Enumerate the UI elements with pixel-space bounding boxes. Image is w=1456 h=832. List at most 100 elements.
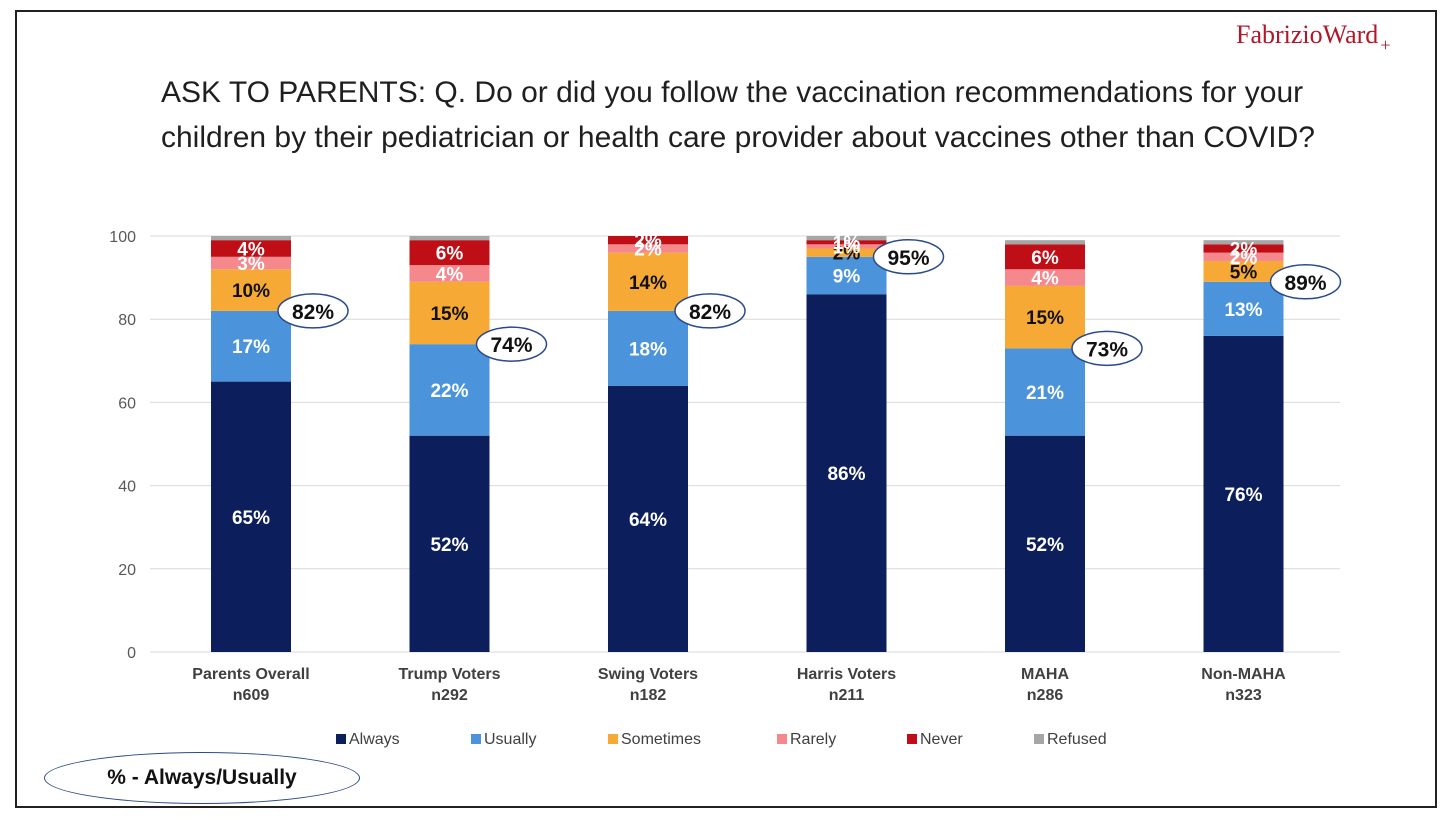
category-label: MAHA [1021, 666, 1069, 683]
total-label: 82% [292, 301, 334, 324]
data-label: 2% [1230, 239, 1258, 260]
total-oval [277, 293, 349, 329]
bar-segment-sometimes [608, 252, 688, 311]
category-n-label: n609 [233, 687, 270, 704]
total-oval [1269, 264, 1342, 300]
bar-segment-refused [409, 236, 490, 241]
bar-segment-usually [409, 344, 490, 436]
bar-segment-rarely [1203, 252, 1284, 261]
bar-segment-never [806, 240, 887, 245]
data-label: 64% [629, 510, 667, 531]
bar-segment-sometimes [1203, 260, 1284, 282]
bar-segment-never [1203, 244, 1284, 253]
bar-segment-always [1005, 435, 1085, 652]
brand-logo: FabrizioWard + [1236, 20, 1391, 55]
data-label: 52% [430, 535, 468, 556]
category-n-label: n286 [1027, 687, 1064, 704]
data-label: 9% [833, 267, 861, 288]
data-label: 6% [1031, 248, 1059, 269]
category-n-label: n292 [431, 687, 468, 704]
data-label: 22% [430, 381, 468, 402]
bar-segment-refused [211, 236, 291, 241]
bar-segment-always [1203, 335, 1284, 652]
data-label: 10% [232, 281, 270, 302]
category-label: Swing Voters [598, 666, 698, 683]
bar-segment-never [211, 240, 291, 257]
legend-swatch-usually [471, 734, 481, 744]
data-label: 15% [430, 304, 468, 325]
bar-segment-rarely [806, 244, 887, 249]
total-label: 74% [490, 334, 532, 357]
total-label: 73% [1086, 338, 1128, 361]
legend-label: Usually [484, 731, 536, 748]
bar-segment-usually [1005, 348, 1085, 436]
question-title: ASK TO PARENTS: Q. Do or did you follow … [161, 76, 1315, 154]
data-label: 3% [237, 254, 265, 275]
data-label: 14% [629, 273, 667, 294]
data-label: 18% [629, 339, 667, 360]
bar-segment-never [1005, 244, 1085, 270]
bar-segment-always [409, 435, 490, 652]
y-tick-label: 0 [127, 645, 136, 662]
y-tick-label: 20 [118, 562, 136, 579]
data-label: 13% [1224, 300, 1262, 321]
data-label: 2% [634, 231, 662, 252]
bar-segment-refused [806, 236, 887, 241]
y-tick-label: 40 [118, 479, 136, 496]
category-n-label: n323 [1225, 687, 1262, 704]
y-tick-label: 100 [109, 229, 136, 246]
bar-segment-always [211, 381, 291, 652]
always-usually-note: % - Always/Usually [44, 752, 360, 804]
legend-swatch-sometimes [608, 734, 618, 744]
bar-segment-sometimes [211, 269, 291, 311]
bar-segment-rarely [409, 265, 490, 282]
category-label: Trump Voters [399, 666, 501, 683]
total-oval [674, 293, 746, 329]
total-oval [475, 326, 548, 362]
y-tick-label: 80 [118, 312, 136, 329]
legend-label: Sometimes [621, 731, 701, 748]
data-label: 21% [1026, 383, 1064, 404]
legend-swatch-rarely [777, 734, 787, 744]
total-label: 95% [887, 247, 929, 270]
legend-label: Refused [1047, 731, 1107, 748]
legend-label: Never [920, 731, 963, 748]
bar-segment-usually [806, 256, 887, 295]
legend-swatch-always [336, 734, 346, 744]
bar-segment-usually [608, 310, 688, 386]
category-label: Non-MAHA [1201, 666, 1286, 683]
data-label: 1% [833, 237, 861, 258]
data-label: 5% [1230, 262, 1258, 283]
bar-segment-sometimes [1005, 285, 1085, 349]
data-label: 2% [1230, 248, 1258, 269]
bar-segment-rarely [211, 256, 291, 270]
data-label: 6% [436, 244, 464, 265]
bar-segment-rarely [608, 244, 688, 253]
data-label: 2% [634, 239, 662, 260]
data-label: 15% [1026, 308, 1064, 329]
data-label: 65% [232, 508, 270, 529]
category-n-label: n182 [630, 687, 667, 704]
bar-segment-never [608, 236, 688, 245]
bar-segment-always [806, 294, 887, 652]
category-label: Parents Overall [192, 666, 309, 683]
data-label: 17% [232, 337, 270, 358]
bar-segment-refused [1005, 240, 1085, 245]
data-label: 1% [833, 233, 861, 254]
data-label: 4% [436, 264, 464, 285]
legend-swatch-refused [1034, 734, 1044, 744]
bar-segment-never [409, 240, 490, 266]
total-label: 82% [689, 301, 731, 324]
bar-segment-usually [1203, 281, 1284, 336]
bar-segment-always [608, 385, 688, 652]
legend-label: Rarely [790, 731, 836, 748]
data-label: 4% [237, 239, 265, 260]
data-label: 76% [1224, 485, 1262, 506]
bar-segment-rarely [1005, 269, 1085, 286]
legend-swatch-never [907, 734, 917, 744]
bar-segment-sometimes [806, 248, 887, 257]
category-label: Harris Voters [797, 666, 896, 683]
total-label: 89% [1284, 272, 1326, 295]
total-oval [872, 239, 945, 275]
